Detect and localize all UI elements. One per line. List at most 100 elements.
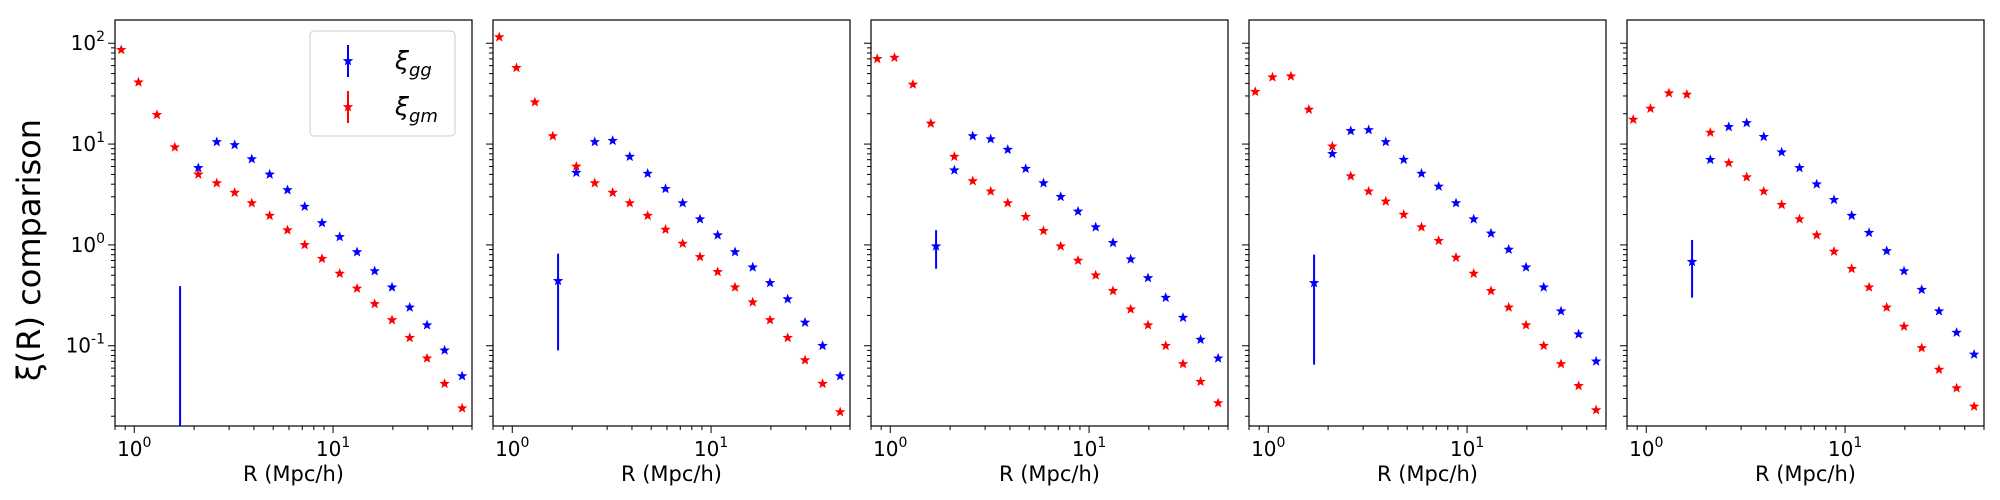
xi-gg-point <box>1468 213 1479 224</box>
y-tick-label: 100 <box>71 231 105 257</box>
legend-marker <box>342 55 354 66</box>
xi-gm-point <box>589 177 600 188</box>
xi-gg-point <box>1327 148 1338 159</box>
xi-gm-point <box>1002 197 1013 208</box>
xi-gg-point <box>764 277 776 288</box>
xi-gg-point <box>1485 227 1497 238</box>
xi-gm-point <box>264 210 275 221</box>
xi-gg-point <box>386 281 398 292</box>
xi-gg-point <box>1055 191 1066 202</box>
xi-gg-point <box>834 370 846 381</box>
x-tick-label: 100 <box>495 435 529 461</box>
error-bar-point <box>930 240 942 251</box>
xi-gm-point <box>116 44 127 55</box>
error-bar-point <box>1686 256 1698 267</box>
xi-gm-point <box>1881 301 1892 312</box>
xi-gm-point <box>547 130 559 141</box>
xi-gm-point <box>607 187 618 198</box>
xi-gm-point <box>967 175 978 186</box>
xi-gm-point <box>421 352 433 363</box>
xi-gg-point <box>1107 237 1119 248</box>
xi-gm-point <box>404 332 415 343</box>
xi-gm-point <box>229 187 240 198</box>
plot-frame <box>1248 19 1607 427</box>
xi-gm-point <box>817 378 828 389</box>
plot-frame <box>870 19 1229 427</box>
xi-gm-point <box>1555 358 1567 369</box>
xi-gm-point <box>1125 303 1136 314</box>
x-tick-label: 100 <box>1251 435 1285 461</box>
y-tick-label: 10-1 <box>66 332 105 358</box>
xi-gm-point <box>1212 397 1224 408</box>
xi-gm-point <box>1933 364 1945 375</box>
xi-gm-point <box>1380 195 1391 206</box>
xi-gm-point <box>764 314 776 325</box>
xi-gg-point <box>817 340 828 351</box>
y-tick-label: 102 <box>71 29 105 55</box>
x-tick-label: 100 <box>117 435 151 461</box>
x-tick-label: 101 <box>316 435 350 461</box>
xi-gm-point <box>1705 127 1716 138</box>
xi-gm-point <box>369 298 380 309</box>
xi-gg-point <box>1212 352 1224 363</box>
xi-gg-point <box>747 261 758 272</box>
xi-gm-point <box>1416 221 1427 232</box>
xi-gm-point <box>456 402 468 413</box>
xi-gm-point <box>511 62 522 73</box>
xi-gm-point <box>729 281 741 292</box>
xi-gg-point <box>1125 253 1136 264</box>
xi-gm-point <box>1794 213 1805 224</box>
xi-gg-point <box>1881 245 1892 256</box>
legend-label: ξgm <box>394 92 438 127</box>
xi-gm-point <box>660 224 671 234</box>
xi-gm-point <box>872 53 883 64</box>
xi-gm-point <box>1142 319 1154 330</box>
legend: ξgg ξgm <box>309 30 456 137</box>
plot-frame <box>492 19 851 427</box>
xi-gg-point <box>1345 125 1356 136</box>
xi-gm-point <box>334 268 345 278</box>
xi-gm-point <box>1038 225 1049 236</box>
xi-gg-point <box>677 197 688 208</box>
xi-gg-point <box>1898 265 1910 276</box>
xi-gg-point <box>1705 154 1716 165</box>
panel-1: 100 101 10-1 100 101 102 R (Mpc/h) ξgg ξgm <box>66 19 473 486</box>
xi-gg-point <box>1020 163 1031 174</box>
xi-gg-point <box>211 136 222 147</box>
xi-gg-point <box>1002 144 1013 155</box>
xi-gg-point <box>334 231 345 242</box>
xi-gm-point <box>1250 86 1261 97</box>
xi-gg-point <box>404 301 415 312</box>
xi-gg-point <box>351 246 363 257</box>
xi-gm-point <box>1090 269 1101 280</box>
xi-gm-point <box>1267 71 1278 82</box>
xi-gm-point <box>949 151 960 162</box>
x-axis-label: R (Mpc/h) <box>999 462 1100 486</box>
xi-gg-point <box>1794 162 1805 173</box>
xi-gg-point <box>1846 210 1857 221</box>
xi-gm-point <box>386 314 398 325</box>
xi-gm-point <box>1758 185 1769 196</box>
x-tick-label: 101 <box>1828 435 1862 461</box>
xi-gm-point <box>1450 252 1462 262</box>
xi-gg-point <box>264 168 275 179</box>
xi-gm-point <box>571 160 582 171</box>
xi-gm-point <box>1303 104 1315 114</box>
xi-gg-point <box>1433 180 1444 191</box>
xi-gg-point <box>1863 227 1875 238</box>
xi-gg-point <box>1038 177 1049 188</box>
xi-gg-point <box>316 217 328 228</box>
xi-gm-point <box>1645 103 1656 114</box>
xi-gg-point <box>589 136 600 147</box>
xi-gm-point <box>1072 255 1084 265</box>
xi-gm-point <box>1160 340 1171 351</box>
xi-gg-point <box>193 162 204 173</box>
xi-gm-point <box>1398 209 1409 220</box>
xi-gg-point <box>624 151 635 162</box>
xi-gm-point <box>169 141 181 152</box>
xi-gm-point <box>1951 382 1962 393</box>
xi-gg-point <box>369 265 380 276</box>
